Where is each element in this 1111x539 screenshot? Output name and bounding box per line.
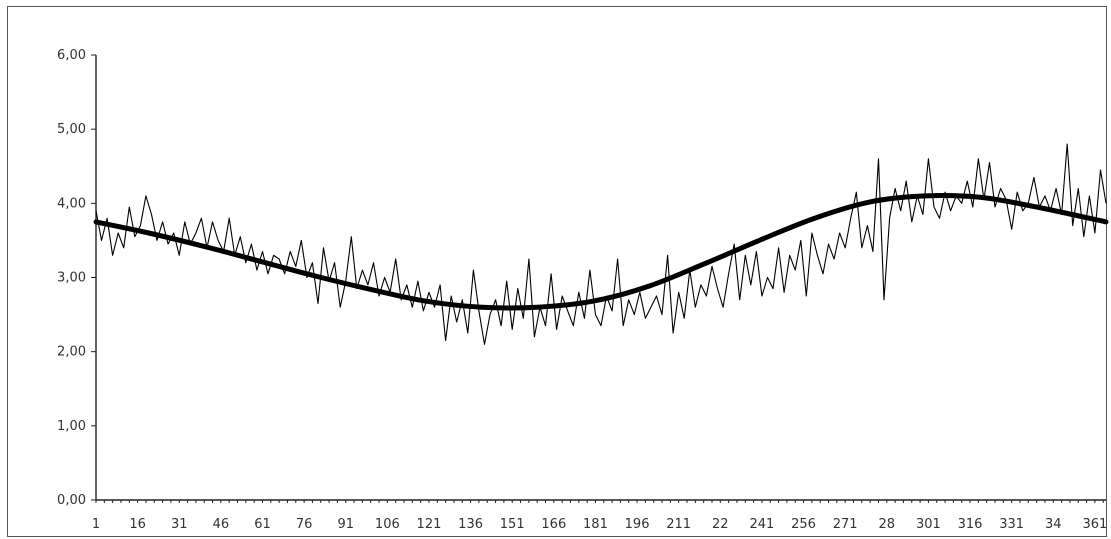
y-tick-label: 6,00 (57, 48, 86, 63)
smooth-trend-line (93, 193, 1109, 311)
x-tick-label: 28 (879, 517, 896, 532)
x-tick-label: 271 (833, 517, 858, 532)
daily-values-line (95, 143, 1107, 345)
y-tick-label: 1,00 (57, 419, 86, 434)
x-tick-label: 91 (337, 517, 354, 532)
x-tick-label: 34 (1045, 517, 1062, 532)
x-tick-label: 181 (583, 517, 608, 532)
x-tick-label: 121 (417, 517, 442, 532)
x-tick-label: 256 (791, 517, 816, 532)
x-tick-label: 331 (999, 517, 1024, 532)
x-axis: 1 16 31 46 61 76 91 106 121 136 151 166 181 196 211 22 2… (92, 499, 1107, 532)
x-tick-label: 316 (958, 517, 983, 532)
x-tick-label: 106 (375, 517, 400, 532)
x-tick-label: 196 (625, 517, 650, 532)
x-tick-label: 16 (129, 517, 146, 532)
x-tick-label: 211 (666, 517, 691, 532)
x-tick-label: 151 (500, 517, 525, 532)
chart-frame (7, 6, 1107, 537)
x-tick-label: 31 (171, 517, 188, 532)
y-axis: 0,00 1,00 2,00 3,00 4,00 5,00 6,00 (57, 48, 97, 508)
y-tick-label: 3,00 (57, 271, 86, 286)
x-tick-label: 301 (916, 517, 941, 532)
y-tick-label: 0,00 (57, 493, 86, 508)
x-tick-label: 22 (712, 517, 729, 532)
y-tick-label: 4,00 (57, 196, 86, 211)
x-tick-label: 166 (541, 517, 566, 532)
x-tick-label: 136 (458, 517, 483, 532)
x-tick-label: 76 (296, 517, 313, 532)
x-tick-label: 361 (1082, 517, 1107, 532)
series-layer (93, 143, 1109, 345)
y-tick-label: 5,00 (57, 122, 86, 137)
x-tick-label: 61 (254, 517, 271, 532)
x-tick-label: 46 (213, 517, 230, 532)
y-tick-label: 2,00 (57, 345, 86, 360)
x-tick-label: 241 (750, 517, 775, 532)
x-tick-label: 1 (92, 517, 100, 532)
